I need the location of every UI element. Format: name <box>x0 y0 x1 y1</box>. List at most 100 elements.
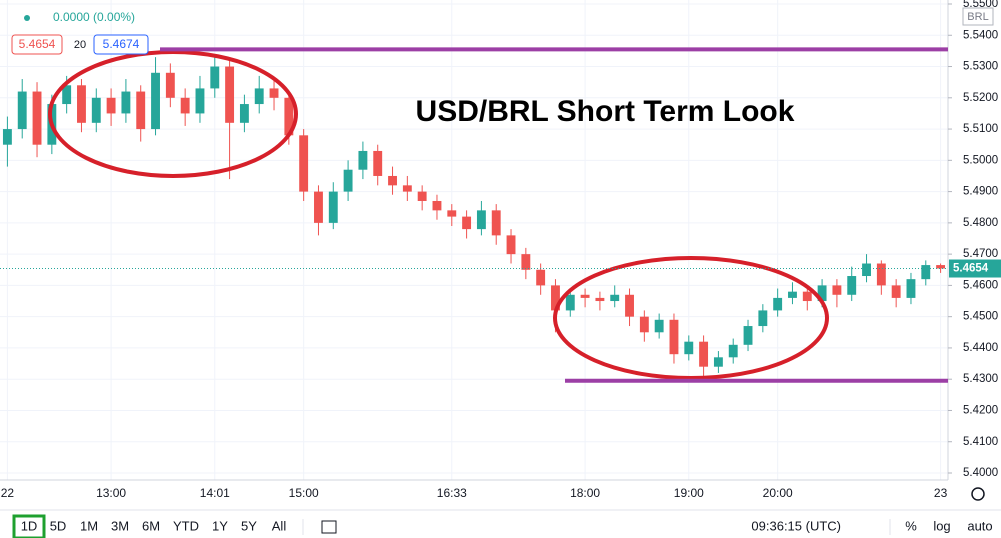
candle-body <box>876 263 886 286</box>
candle-body <box>91 97 101 123</box>
candle-body <box>62 85 72 105</box>
candle-body <box>402 185 412 192</box>
candle-body <box>506 235 516 255</box>
period-button[interactable]: YTD <box>173 518 199 533</box>
candle-body <box>773 297 783 311</box>
candle-body <box>165 72 175 98</box>
candle-body <box>32 91 42 145</box>
candle-body <box>77 85 86 123</box>
auto-button[interactable]: auto <box>967 518 992 533</box>
candle-body <box>699 341 709 367</box>
currency-badge <box>962 7 994 26</box>
candle-body <box>239 104 249 123</box>
candle-body <box>462 216 472 230</box>
ma-length: 20 <box>74 39 86 51</box>
last-price-label: 5.4654 <box>953 263 989 275</box>
compare-icon[interactable] <box>321 520 337 534</box>
annotation-ellipse <box>48 50 298 178</box>
candle-body <box>106 97 116 114</box>
y-tick-label: 5.5000 <box>963 154 998 166</box>
candle-body <box>580 294 590 298</box>
x-tick-label: 13:00 <box>96 486 126 500</box>
candle-body <box>121 91 131 114</box>
chart-title: USD/BRL Short Term Look <box>416 95 795 128</box>
candle-body <box>17 91 27 130</box>
x-tick-label: 14:01 <box>200 486 230 500</box>
candle-body <box>491 210 501 236</box>
candle-body <box>921 265 931 280</box>
last-price-box <box>949 259 1001 278</box>
period-selected <box>12 514 46 538</box>
candle-body <box>151 72 160 130</box>
y-tick-label: 5.4600 <box>963 279 998 291</box>
candle-body <box>847 276 857 295</box>
y-tick-label: 5.5300 <box>963 61 998 73</box>
candle-body <box>2 129 12 145</box>
candle-body <box>713 357 723 367</box>
y-tick-label: 5.4300 <box>963 373 998 385</box>
period-button[interactable]: All <box>272 518 287 533</box>
x-tick-label: 23 <box>934 486 948 500</box>
ma-text: 5.4674 <box>103 37 140 51</box>
annotation-ellipse <box>553 256 829 380</box>
currency: BRL <box>967 11 988 23</box>
period-button[interactable]: 5D <box>50 518 67 533</box>
period-button[interactable]: 6M <box>142 518 160 533</box>
candle-body <box>817 285 827 302</box>
candle-body <box>832 285 842 295</box>
candle-body <box>936 265 946 269</box>
candle-body <box>595 297 605 302</box>
candle-body <box>136 91 146 130</box>
y-tick-label: 5.4500 <box>963 311 998 323</box>
candle-body <box>180 97 190 114</box>
candle-body <box>610 294 620 302</box>
log-button[interactable]: log <box>933 518 950 533</box>
period-button[interactable]: 1M <box>80 518 98 533</box>
clock: 09:36:15 (UTC) <box>751 518 841 533</box>
y-tick-label: 5.4700 <box>963 248 998 260</box>
candle-body <box>373 150 383 176</box>
y-tick-label: 5.5400 <box>963 29 998 41</box>
candle-body <box>788 291 797 298</box>
candle-body <box>417 191 427 201</box>
period-button[interactable]: 3M <box>111 518 129 533</box>
x-tick-label: 16:33 <box>437 486 467 500</box>
candle-body <box>862 263 871 277</box>
candle-body <box>432 200 442 211</box>
candle-body <box>447 210 457 217</box>
ma-badge <box>93 34 149 55</box>
candle-body <box>536 269 546 286</box>
candle-body <box>299 135 309 192</box>
y-tick-label: 5.5100 <box>963 123 998 135</box>
candle-body <box>284 97 294 136</box>
period-button[interactable]: 1Y <box>212 518 228 533</box>
candle-body <box>343 169 353 192</box>
settings-icon[interactable] <box>971 487 985 501</box>
candle-body <box>328 191 338 223</box>
percent-button[interactable]: % <box>905 518 917 533</box>
candle-body <box>758 310 768 327</box>
period-button[interactable]: 1D <box>21 518 38 533</box>
price-badge <box>11 34 63 55</box>
y-tick-label: 5.4900 <box>963 186 998 198</box>
candle-body <box>565 294 575 311</box>
candle-body <box>269 88 279 98</box>
candle-body <box>210 66 220 89</box>
x-tick-label: 22 <box>1 486 15 500</box>
candle-body <box>743 326 753 345</box>
y-tick-label: 5.5200 <box>963 92 998 104</box>
x-tick-label: 20:00 <box>763 486 793 500</box>
period-button[interactable]: 5Y <box>241 518 257 533</box>
candle-body <box>654 319 664 333</box>
price-text: 5.4654 <box>19 37 56 51</box>
candle-body <box>476 210 486 230</box>
candle-body <box>639 316 649 333</box>
candle-body <box>684 341 694 355</box>
change-text: 0.0000 (0.00%) <box>53 10 135 24</box>
x-tick-label: 18:00 <box>570 486 600 500</box>
candle-body <box>521 254 531 270</box>
y-tick-label: 5.5500 <box>963 0 998 10</box>
candle-body <box>906 279 916 298</box>
